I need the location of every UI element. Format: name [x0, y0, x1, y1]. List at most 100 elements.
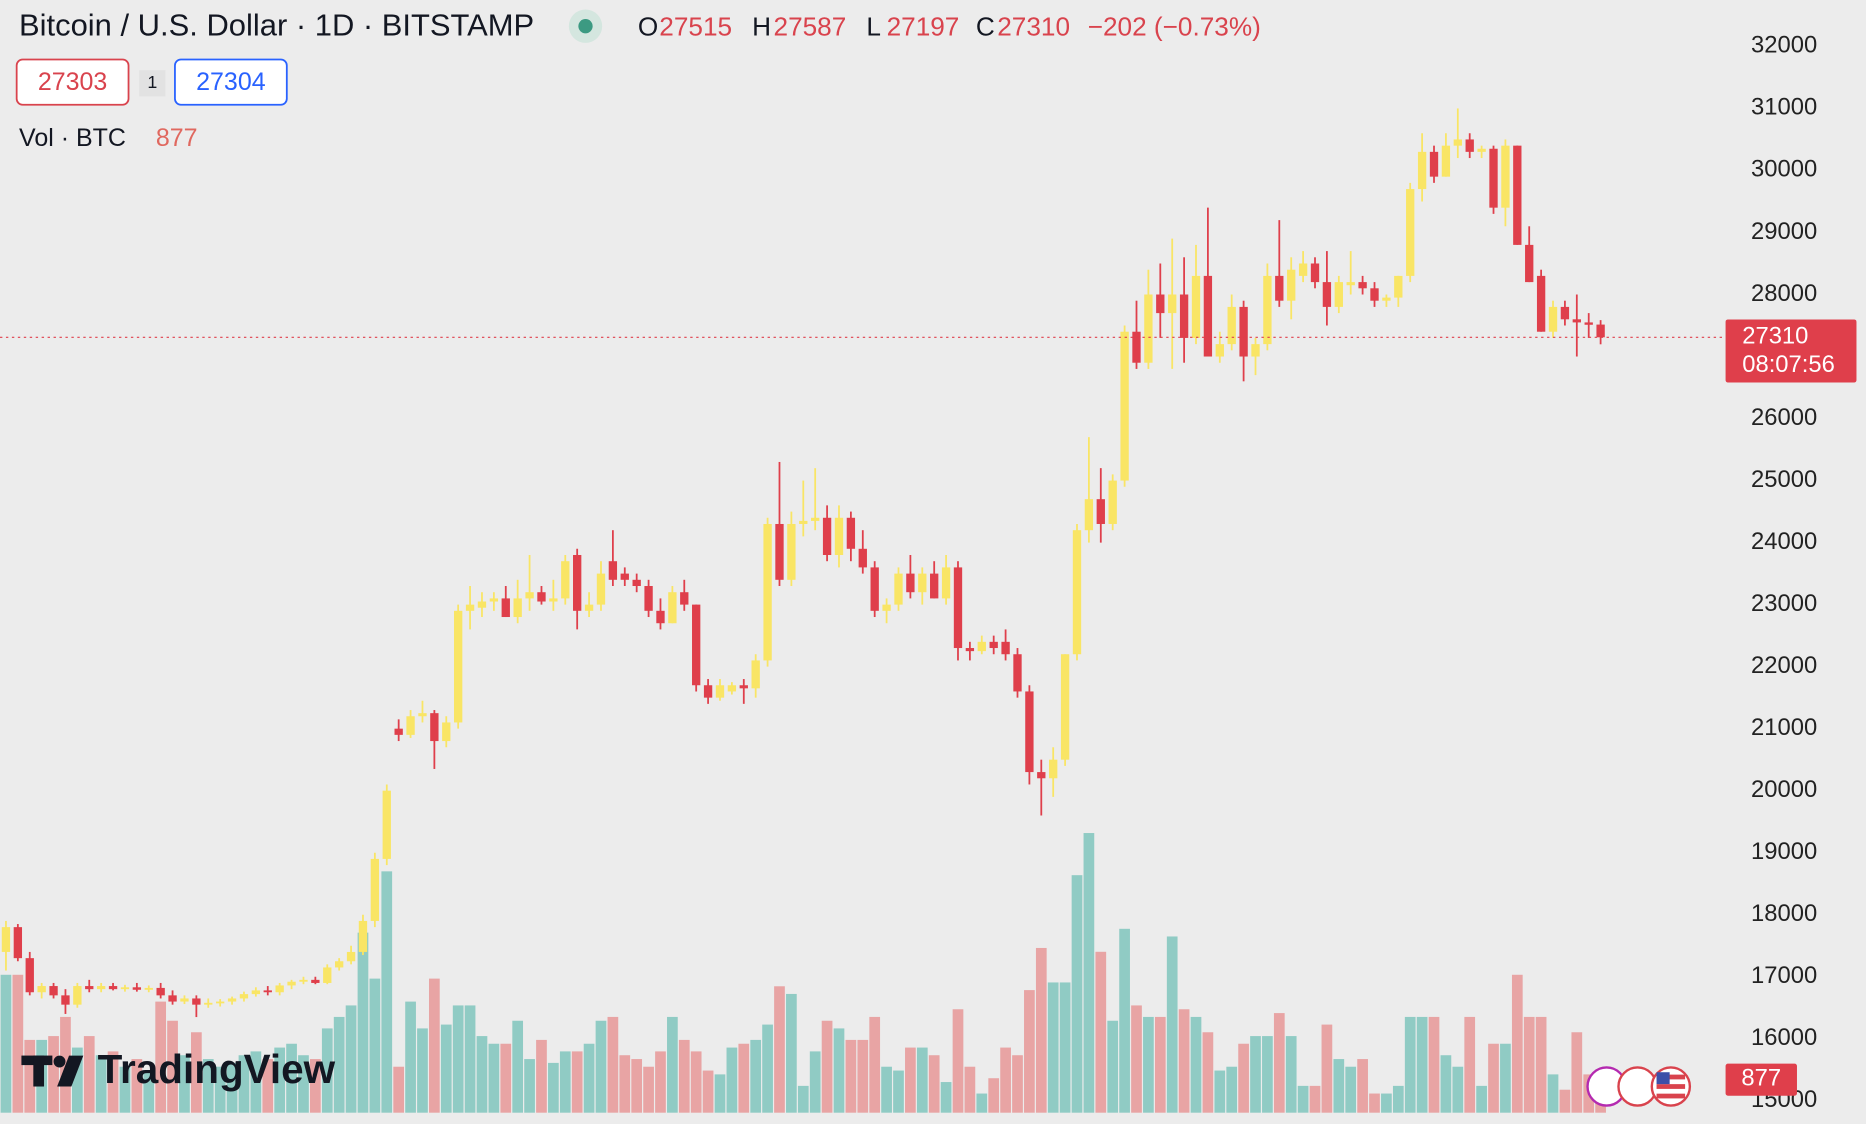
candle-body: [1465, 139, 1474, 152]
volume-bar: [940, 1082, 952, 1113]
volume-bar: [488, 1043, 500, 1113]
candle-body: [1215, 344, 1224, 357]
candle-body: [25, 958, 34, 993]
volume-bar: [678, 1039, 690, 1113]
candle-body: [1489, 148, 1498, 208]
candle-body: [1287, 269, 1296, 301]
volume-bar: [1250, 1036, 1261, 1113]
volume-bar: [500, 1043, 512, 1113]
candle-body: [953, 567, 963, 649]
volume-bar: [95, 1055, 107, 1113]
candle-body: [1203, 275, 1213, 357]
candle-body: [454, 610, 463, 723]
candle-body: [132, 987, 142, 990]
volume-bar: [1154, 1016, 1166, 1113]
volume-bar: [750, 1039, 762, 1113]
volume-bar: [643, 1066, 654, 1113]
volume-bar: [1464, 1016, 1476, 1113]
y-tick-label: 23000: [1751, 590, 1817, 617]
candle-body: [394, 728, 403, 735]
candle-body: [120, 987, 130, 990]
volume-bar: [1297, 1085, 1309, 1113]
volume-bar: [452, 1005, 464, 1113]
candle-body: [1072, 530, 1082, 655]
candle-body: [1001, 641, 1010, 655]
ask-button[interactable]: [174, 58, 288, 106]
candle-body: [799, 520, 808, 524]
volume-bar: [214, 1066, 226, 1113]
volume-bar: [821, 1020, 833, 1113]
volume-bar: [559, 1051, 571, 1113]
volume-bar: [607, 1016, 619, 1113]
candle-body: [537, 592, 546, 602]
volume-bar: [0, 974, 12, 1113]
candle-body: [1084, 499, 1094, 531]
candle-body: [442, 722, 451, 742]
volume-bar: [1262, 1036, 1273, 1113]
y-tick-label: 32000: [1751, 32, 1817, 59]
volume-bar: [726, 1047, 738, 1113]
candle-body: [1417, 151, 1427, 190]
candle-body: [941, 567, 951, 599]
candle-body: [1548, 306, 1558, 332]
ohlc-label: O: [638, 11, 658, 41]
volume-bar: [1024, 990, 1035, 1113]
candle-body: [1453, 139, 1462, 146]
volume-bar: [1131, 1005, 1142, 1113]
change: −202 (−0.73%): [1088, 11, 1261, 41]
volume-bar: [786, 993, 797, 1113]
volume-badge-label: 877: [1741, 1064, 1781, 1091]
candle-body: [346, 951, 356, 962]
candle-body: [73, 986, 82, 1005]
candle-body: [251, 990, 261, 995]
candle-body: [1096, 499, 1105, 524]
candle-body: [465, 604, 475, 611]
candle-body: [1382, 297, 1391, 301]
volume-bar: [1285, 1036, 1297, 1113]
candle-body: [870, 567, 879, 611]
y-tick-label: 28000: [1751, 280, 1817, 307]
volume-bar: [667, 1016, 678, 1113]
volume-bar: [797, 1085, 809, 1113]
candle-body: [1572, 319, 1581, 323]
candle-body: [1120, 331, 1129, 481]
volume-bar: [274, 1047, 286, 1113]
candle-layer: [1, 108, 1605, 1018]
volume-bar: [1202, 1032, 1214, 1113]
candle-body: [1239, 306, 1248, 357]
header-backdrop: [0, 0, 1262, 53]
ohlc-value: 27515: [659, 11, 732, 41]
candle-body: [1144, 294, 1153, 363]
y-tick-label: 25000: [1751, 466, 1817, 493]
candle-body: [1394, 275, 1403, 298]
volume-bar: [1571, 1032, 1583, 1113]
logo: TradingView: [21, 1046, 336, 1092]
bid-button[interactable]: [15, 58, 130, 106]
y-tick-label: 22000: [1751, 652, 1817, 679]
candle-body: [1322, 282, 1332, 307]
candle-body: [632, 579, 641, 587]
volume-bar: [536, 1039, 547, 1113]
volume-bar: [809, 1051, 821, 1113]
candle-body: [1168, 294, 1177, 314]
y-tick-label: 30000: [1751, 156, 1817, 183]
volume-bar: [72, 1047, 83, 1113]
volume-bar: [952, 1009, 964, 1113]
volume-bar: [1214, 1070, 1226, 1113]
volume-bar: [310, 1059, 321, 1113]
candle-body: [108, 986, 118, 990]
volume-bar: [1119, 928, 1130, 1113]
candle-body: [656, 610, 665, 624]
volume-bar: [1071, 875, 1083, 1113]
candle-body: [1298, 263, 1308, 276]
volume-bar: [131, 1059, 143, 1113]
candle-body: [608, 561, 618, 580]
volume-bar: [191, 1032, 202, 1113]
candle-body: [1191, 275, 1201, 338]
volume-bar: [83, 1036, 95, 1113]
volume-bar: [1226, 1066, 1238, 1113]
candle-body: [1, 927, 11, 952]
volume-bar: [381, 871, 393, 1113]
